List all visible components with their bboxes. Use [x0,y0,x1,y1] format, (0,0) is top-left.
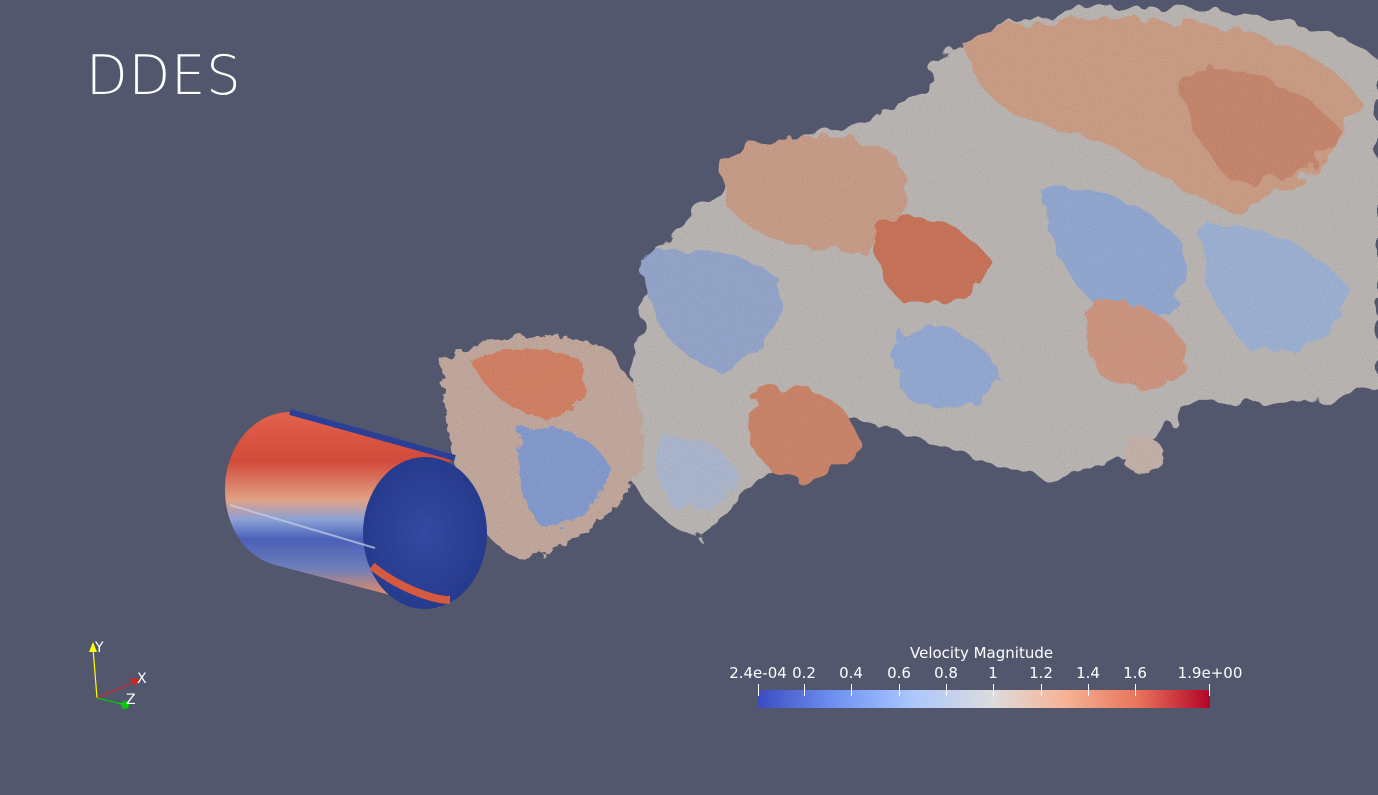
z-axis-arrow [121,701,129,709]
scalar-tick-label: 0.4 [839,664,863,682]
scalar-tick-label: 1.9e+00 [1177,664,1243,682]
colormap-bar [758,690,1210,708]
z-axis-label: Z [126,692,136,708]
x-axis-arrow [130,678,140,686]
scalar-tick-label: 1 [988,664,998,682]
scalar-tick-label: 2.4e-04 [729,664,787,682]
x-axis-line [96,681,135,699]
scalar-tick-label: 0.6 [887,664,911,682]
y-axis-arrow [89,642,97,652]
y-axis-label: Y [94,640,104,656]
scalar-tick-label: 1.2 [1029,664,1053,682]
scalar-tick-label: 1.4 [1076,664,1100,682]
scalar-bar: Velocity Magnitude 2.4e-04 0.2 0.4 0.6 0… [720,640,1280,720]
y-axis-line [92,647,98,699]
x-axis-label: X [137,671,147,687]
orientation-axes-widget: Y X Z [89,640,147,709]
scene-title: DDES [86,44,242,107]
scalar-bar-graphic [758,684,1210,708]
scalar-ticks [758,684,1210,696]
z-axis-line [96,697,123,705]
scalar-tick-label: 1.6 [1123,664,1147,682]
scalar-tick-label: 0.8 [934,664,958,682]
wake-isosurface [440,6,1378,560]
cylinder-body [225,409,487,609]
scalar-tick-label: 0.2 [792,664,816,682]
scalar-bar-title: Velocity Magnitude [910,644,1054,662]
